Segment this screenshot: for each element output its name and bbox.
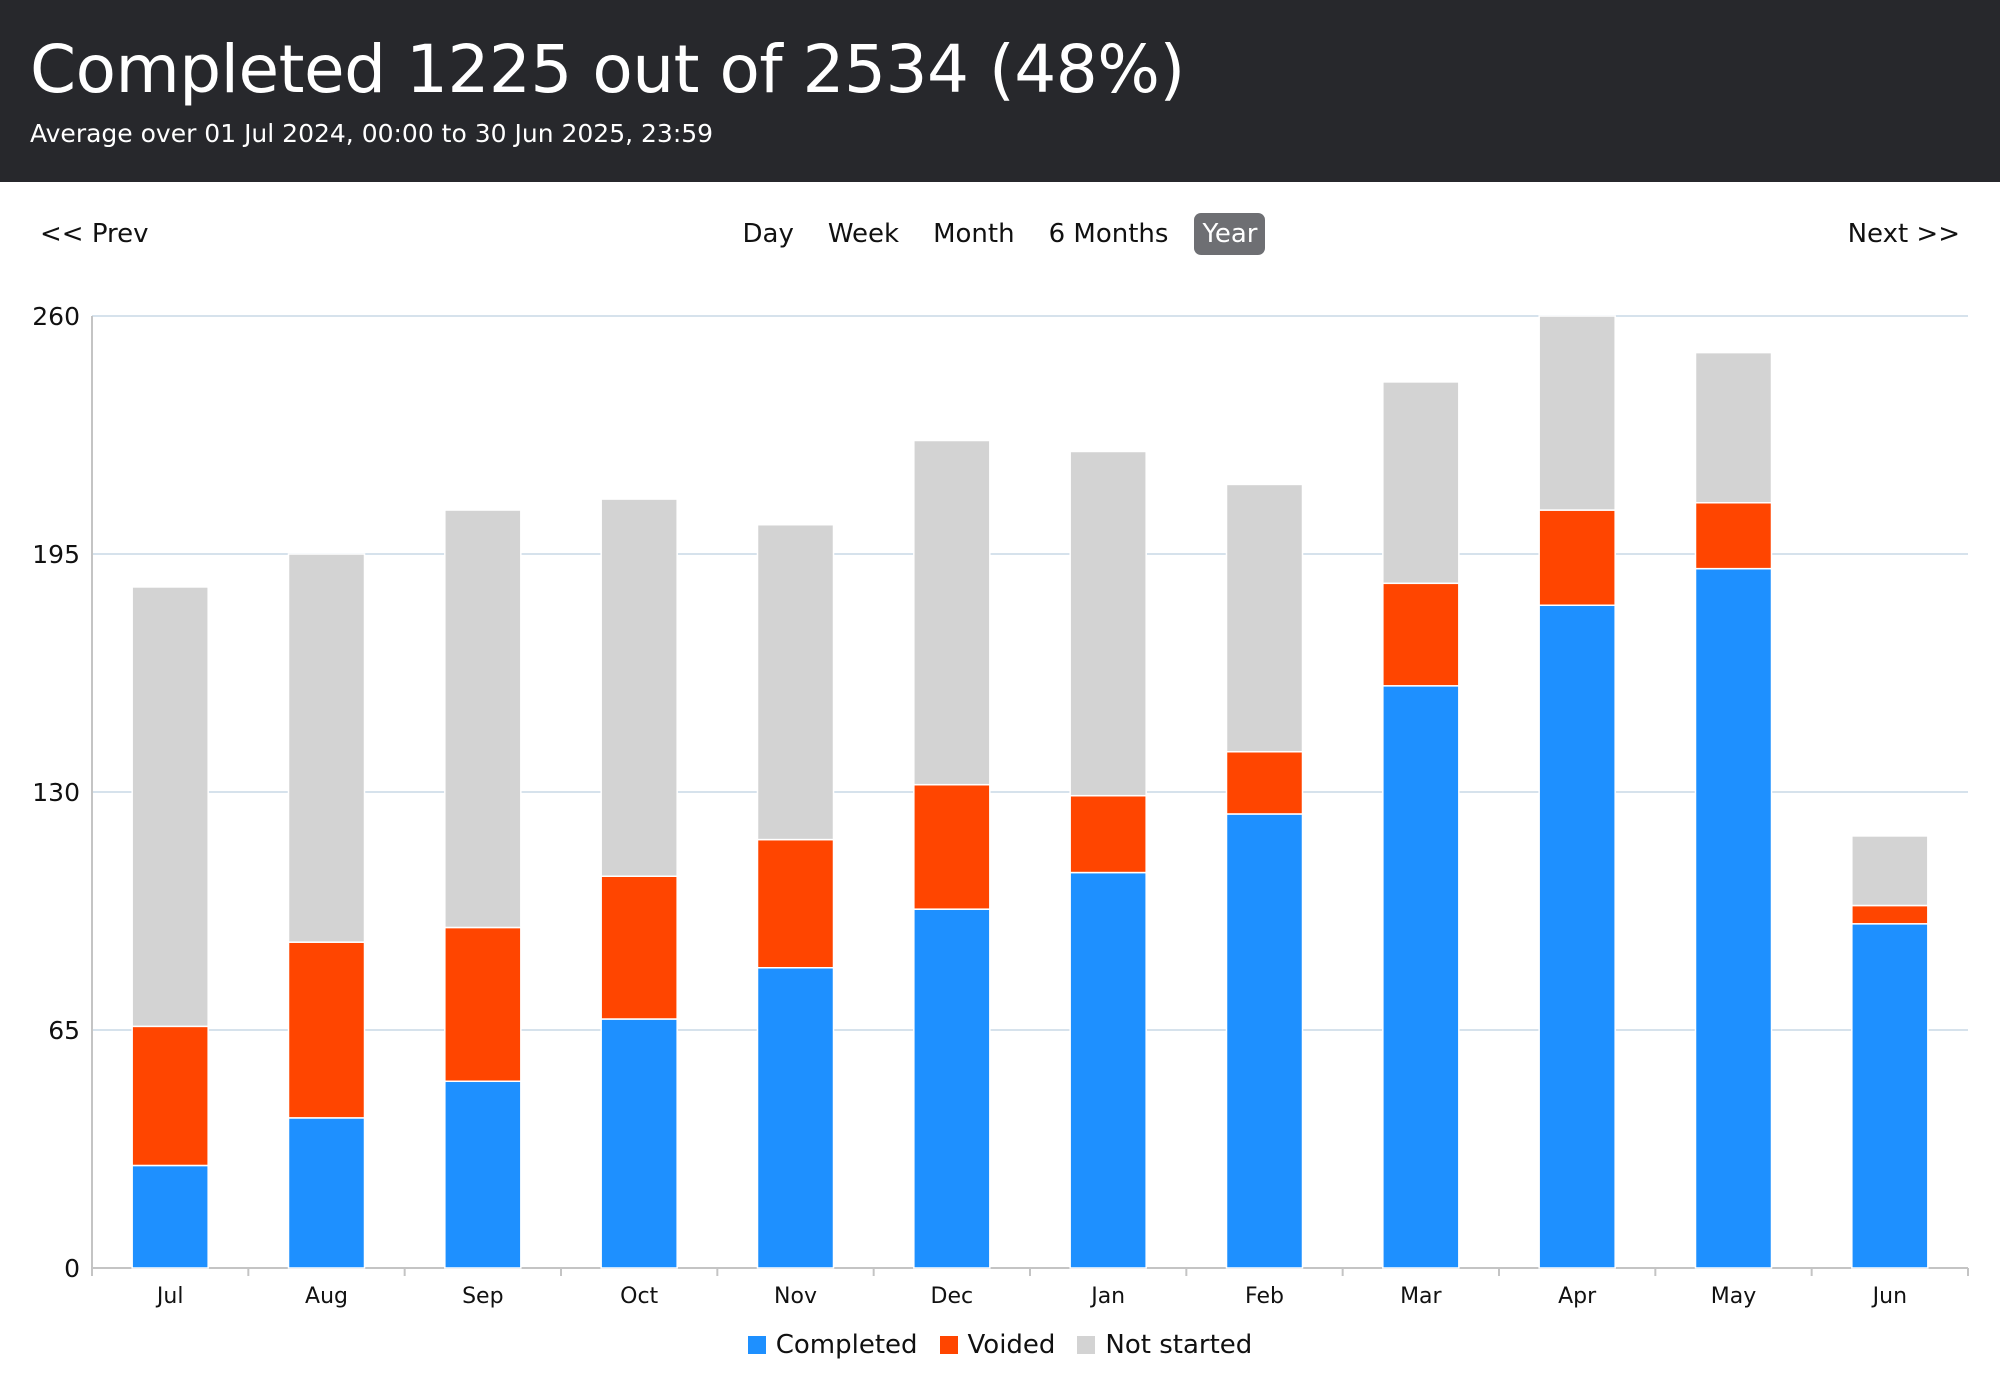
bar-segment-not-started-jun — [1851, 835, 1929, 907]
prev-button[interactable]: << Prev — [40, 219, 149, 249]
bar-segment-completed-jul — [131, 1164, 209, 1269]
bar-segment-voided-apr — [1538, 509, 1616, 607]
bar-segment-completed-may — [1694, 567, 1773, 1269]
bar-segment-not-started-may — [1694, 351, 1773, 504]
bar-segment-completed-nov — [756, 967, 835, 1269]
bar-segment-not-started-feb — [1225, 483, 1304, 753]
x-tick-label: Jul — [155, 1284, 184, 1309]
header-banner: Completed 1225 out of 2534 (48%) Average… — [0, 0, 2000, 182]
y-tick-label: 0 — [64, 1254, 80, 1283]
bar-segment-not-started-dec — [913, 439, 991, 786]
bar-segment-not-started-mar — [1382, 381, 1460, 585]
range-tabs: Day Week Month 6 Months Year — [0, 212, 2000, 256]
bar-segment-not-started-jul — [131, 586, 209, 1028]
bar-segment-completed-apr — [1538, 604, 1616, 1269]
bar-segment-completed-sep — [444, 1080, 522, 1269]
bar-segment-not-started-oct — [600, 498, 678, 877]
bar-segment-voided-dec — [913, 783, 991, 910]
x-tick-label: Dec — [931, 1284, 974, 1309]
tab-month[interactable]: Month — [933, 219, 1015, 249]
bar-segment-not-started-aug — [287, 553, 366, 943]
x-tick-label: Jun — [1871, 1284, 1907, 1309]
legend-item-voided[interactable]: Voided — [939, 1330, 1056, 1360]
tab-week[interactable]: Week — [827, 219, 900, 249]
y-tick-label: 195 — [32, 540, 80, 569]
next-button[interactable]: Next >> — [1847, 219, 1960, 249]
legend-item-not-started[interactable]: Not started — [1077, 1330, 1252, 1360]
legend-label-completed: Completed — [775, 1330, 918, 1360]
legend-swatch-completed — [747, 1336, 766, 1354]
bar-segment-completed-dec — [913, 908, 991, 1269]
y-tick-label: 65 — [48, 1016, 80, 1045]
x-tick-label: Sep — [462, 1284, 503, 1309]
bar-segment-completed-aug — [287, 1117, 366, 1269]
legend-swatch-voided — [939, 1336, 958, 1354]
x-tick-label: Mar — [1400, 1284, 1442, 1309]
legend-label-not-started: Not started — [1105, 1330, 1253, 1360]
legend-label-voided: Voided — [967, 1330, 1056, 1360]
page-title: Completed 1225 out of 2534 (48%) — [30, 31, 1185, 108]
tab-day[interactable]: Day — [742, 219, 794, 249]
x-tick-label: Oct — [620, 1284, 658, 1309]
x-tick-label: Jan — [1089, 1284, 1125, 1309]
bar-segment-completed-jan — [1069, 871, 1147, 1269]
bar-segment-voided-mar — [1382, 582, 1460, 687]
bar-segment-voided-jun — [1851, 904, 1929, 925]
legend-swatch-not-started — [1077, 1336, 1096, 1354]
y-tick-label: 130 — [32, 778, 80, 807]
chart-legend: Completed Voided Not started — [0, 1330, 2000, 1360]
bar-segment-voided-jan — [1069, 794, 1147, 874]
bar-segment-not-started-sep — [444, 509, 522, 929]
bar-segment-completed-feb — [1225, 813, 1304, 1269]
bar-segment-voided-sep — [444, 926, 522, 1083]
bar-segment-not-started-apr — [1538, 315, 1616, 511]
bar-segment-voided-aug — [287, 941, 366, 1119]
bar-segment-voided-may — [1694, 501, 1773, 570]
tab-6-months[interactable]: 6 Months — [1048, 219, 1169, 249]
x-tick-label: Feb — [1245, 1284, 1284, 1309]
tab-year[interactable]: Year — [1194, 213, 1266, 255]
bar-segment-not-started-jan — [1069, 450, 1147, 797]
bar-segment-voided-jul — [131, 1025, 209, 1167]
x-tick-label: Nov — [774, 1284, 817, 1309]
date-range-subtitle: Average over 01 Jul 2024, 00:00 to 30 Ju… — [30, 119, 714, 148]
y-tick-label: 260 — [32, 302, 80, 331]
x-tick-label: Aug — [305, 1284, 348, 1309]
bar-segment-voided-feb — [1225, 750, 1304, 815]
bar-segment-completed-mar — [1382, 685, 1460, 1269]
bar-segment-voided-nov — [756, 838, 835, 969]
bar-segment-not-started-nov — [756, 523, 835, 841]
x-tick-label: Apr — [1558, 1284, 1597, 1309]
stacked-bar-chart: 0 65 130 195 260 Jul Aug Sep Oct Nov Dec Jan Feb Mar A… — [32, 302, 1969, 1309]
x-tick-label: May — [1711, 1284, 1756, 1309]
legend-item-completed[interactable]: Completed — [747, 1330, 918, 1360]
bar-segment-completed-jun — [1851, 923, 1929, 1269]
bar-segment-completed-oct — [600, 1018, 678, 1269]
bar-segment-voided-oct — [600, 875, 678, 1020]
